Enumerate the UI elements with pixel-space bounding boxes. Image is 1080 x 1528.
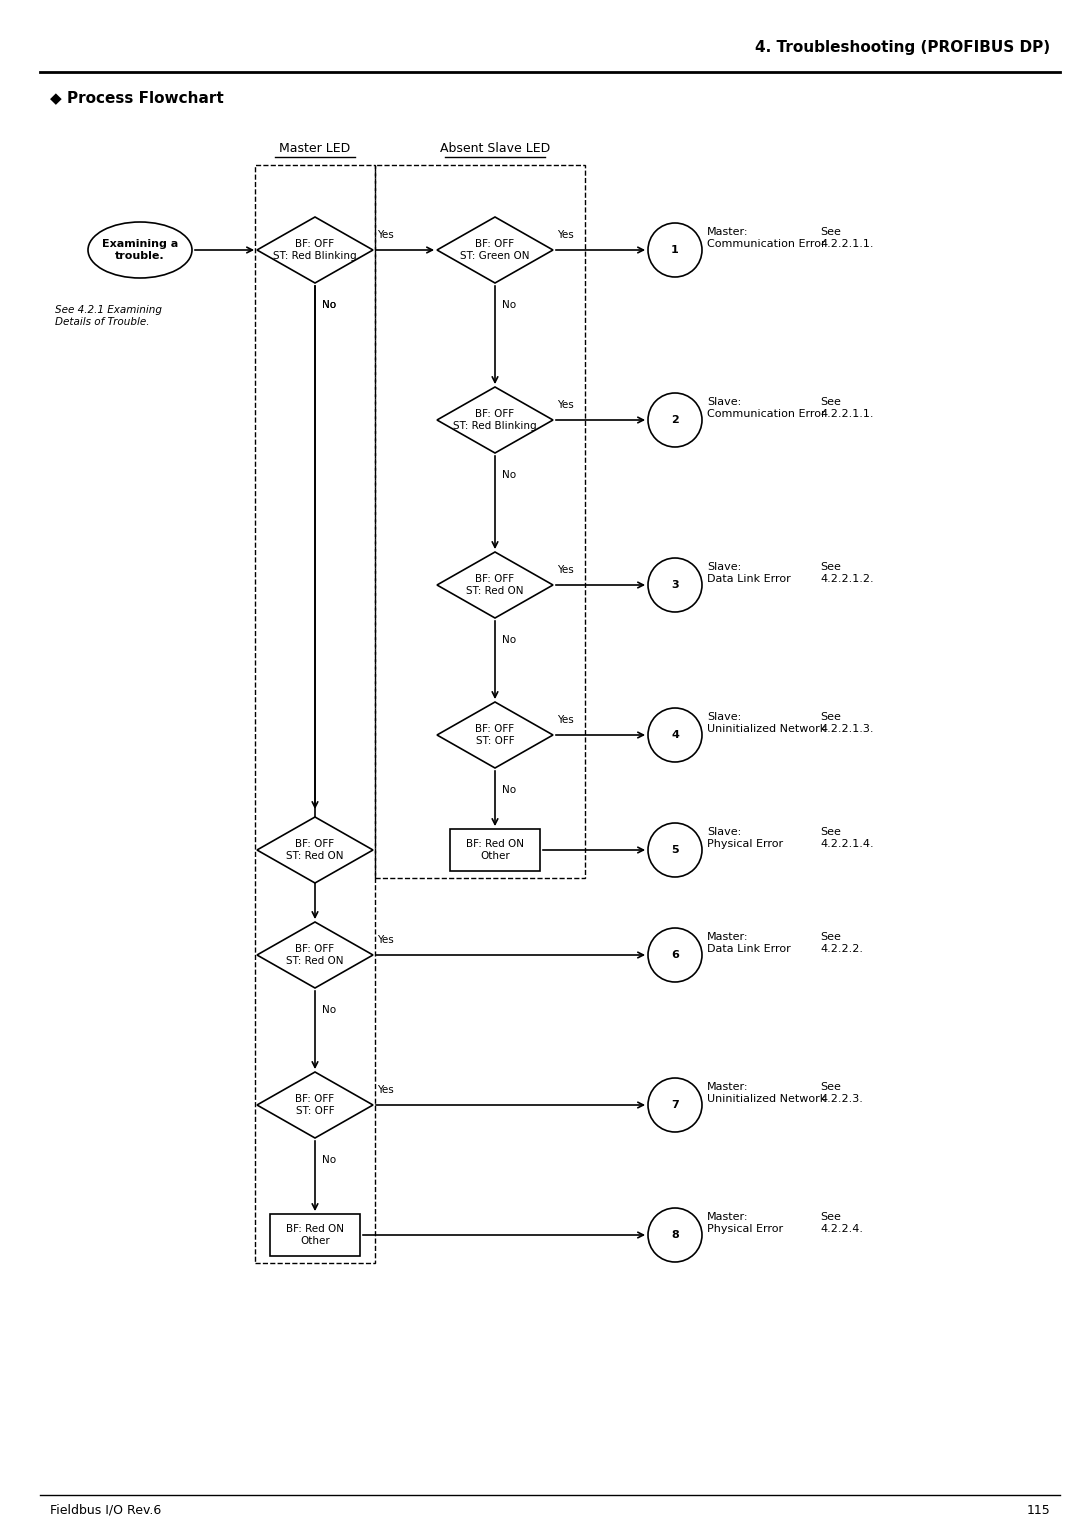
Ellipse shape (648, 824, 702, 877)
Text: Slave:
Communication Error: Slave: Communication Error (707, 397, 825, 419)
Text: BF: OFF
ST: OFF: BF: OFF ST: OFF (296, 1094, 335, 1115)
Text: 3: 3 (671, 581, 679, 590)
Ellipse shape (648, 393, 702, 448)
Text: See
4.2.2.2.: See 4.2.2.2. (820, 932, 863, 953)
Text: See
4.2.2.1.3.: See 4.2.2.1.3. (820, 712, 874, 733)
Ellipse shape (87, 222, 192, 278)
Text: 5: 5 (671, 845, 679, 856)
Text: Yes: Yes (557, 715, 573, 724)
Text: 4: 4 (671, 730, 679, 740)
Text: BF: OFF
ST: OFF: BF: OFF ST: OFF (475, 724, 514, 746)
Text: Examining a
trouble.: Examining a trouble. (102, 240, 178, 261)
Text: Fieldbus I/O Rev.6: Fieldbus I/O Rev.6 (50, 1504, 161, 1516)
Text: Slave:
Uninitialized Network: Slave: Uninitialized Network (707, 712, 826, 733)
Text: Master:
Data Link Error: Master: Data Link Error (707, 932, 791, 953)
Text: 2: 2 (671, 416, 679, 425)
Text: BF: OFF
ST: Red ON: BF: OFF ST: Red ON (286, 839, 343, 860)
Ellipse shape (648, 223, 702, 277)
Text: No: No (502, 785, 516, 795)
Text: Master:
Physical Error: Master: Physical Error (707, 1212, 783, 1233)
Text: See
4.2.2.1.2.: See 4.2.2.1.2. (820, 562, 874, 584)
Text: See
4.2.2.4.: See 4.2.2.4. (820, 1212, 863, 1233)
Polygon shape (257, 217, 373, 283)
Text: ◆ Process Flowchart: ◆ Process Flowchart (50, 90, 224, 105)
Polygon shape (437, 552, 553, 617)
Text: 115: 115 (1026, 1504, 1050, 1516)
Text: BF: OFF
ST: Green ON: BF: OFF ST: Green ON (460, 240, 530, 261)
Text: Yes: Yes (377, 231, 394, 240)
Text: Yes: Yes (377, 935, 394, 944)
Text: 7: 7 (671, 1100, 679, 1109)
Polygon shape (437, 387, 553, 452)
Text: 8: 8 (671, 1230, 679, 1241)
Polygon shape (437, 217, 553, 283)
Text: No: No (502, 471, 516, 480)
Text: See
4.2.2.1.1.: See 4.2.2.1.1. (820, 228, 874, 249)
Text: BF: OFF
ST: Red ON: BF: OFF ST: Red ON (286, 944, 343, 966)
Text: BF: Red ON
Other: BF: Red ON Other (465, 839, 524, 860)
Text: Absent Slave LED: Absent Slave LED (440, 142, 550, 154)
Text: See
4.2.2.1.1.: See 4.2.2.1.1. (820, 397, 874, 419)
FancyBboxPatch shape (450, 830, 540, 871)
Text: No: No (502, 299, 516, 310)
Text: BF: OFF
ST: Red Blinking: BF: OFF ST: Red Blinking (273, 240, 356, 261)
Ellipse shape (648, 558, 702, 613)
Text: Yes: Yes (377, 1085, 394, 1096)
Text: Yes: Yes (557, 400, 573, 410)
Polygon shape (257, 1073, 373, 1138)
Text: Slave:
Physical Error: Slave: Physical Error (707, 827, 783, 848)
Polygon shape (257, 817, 373, 883)
Ellipse shape (648, 707, 702, 762)
Text: 6: 6 (671, 950, 679, 960)
Text: No: No (502, 636, 516, 645)
Bar (375, 165, 585, 879)
Text: See 4.2.1 Examining
Details of Trouble.: See 4.2.1 Examining Details of Trouble. (55, 306, 162, 327)
Text: 4. Troubleshooting (PROFIBUS DP): 4. Troubleshooting (PROFIBUS DP) (755, 40, 1050, 55)
Text: No: No (322, 299, 336, 310)
Text: Master:
Uninitialized Network: Master: Uninitialized Network (707, 1082, 826, 1103)
Bar (255, 165, 375, 1264)
Polygon shape (257, 921, 373, 989)
Text: Master LED: Master LED (280, 142, 351, 154)
Text: See
4.2.2.3.: See 4.2.2.3. (820, 1082, 863, 1103)
Text: 1: 1 (671, 244, 679, 255)
Text: Yes: Yes (557, 231, 573, 240)
Text: Master:
Communication Error: Master: Communication Error (707, 228, 825, 249)
Ellipse shape (648, 1209, 702, 1262)
Text: BF: OFF
ST: Red Blinking: BF: OFF ST: Red Blinking (454, 410, 537, 431)
Text: Yes: Yes (557, 565, 573, 575)
Text: BF: OFF
ST: Red ON: BF: OFF ST: Red ON (467, 575, 524, 596)
Ellipse shape (648, 927, 702, 983)
Text: No: No (322, 299, 336, 310)
FancyBboxPatch shape (270, 1215, 360, 1256)
Text: See
4.2.2.1.4.: See 4.2.2.1.4. (820, 827, 874, 848)
Ellipse shape (648, 1077, 702, 1132)
Text: BF: Red ON
Other: BF: Red ON Other (286, 1224, 345, 1245)
Text: No: No (322, 1005, 336, 1015)
Text: Slave:
Data Link Error: Slave: Data Link Error (707, 562, 791, 584)
Polygon shape (437, 701, 553, 769)
Text: No: No (322, 1155, 336, 1164)
